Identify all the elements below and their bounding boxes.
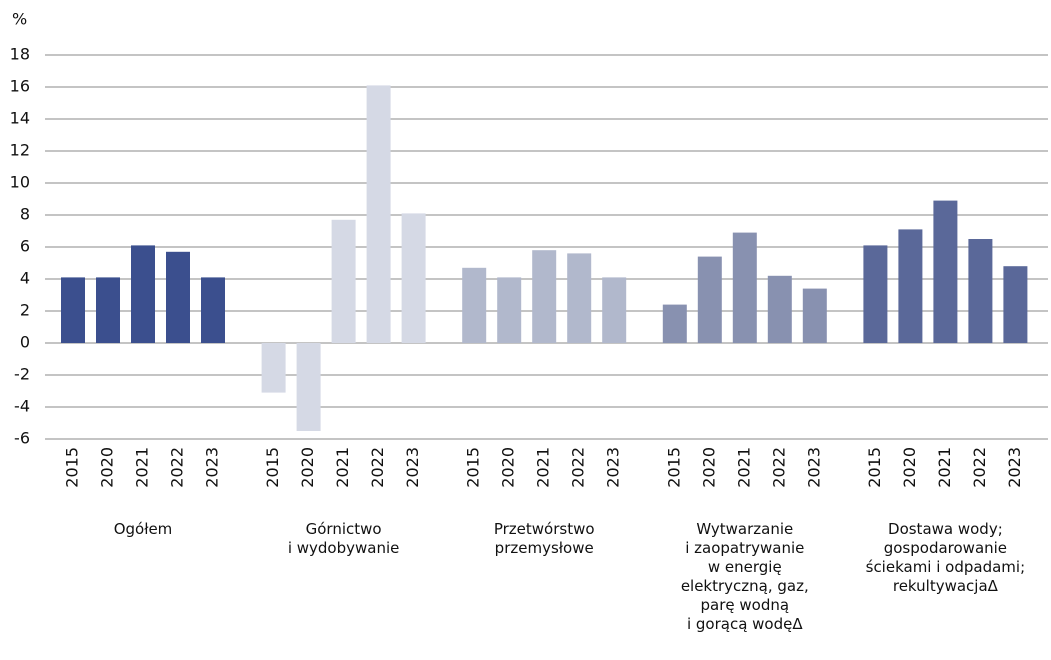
bar: [401, 213, 426, 343]
y-tick-label: 8: [20, 205, 30, 224]
bar: [131, 245, 155, 343]
x-tick-label: 2023: [203, 447, 222, 488]
y-tick-label: 14: [10, 109, 30, 128]
bar: [933, 200, 958, 343]
y-tick-label: 12: [10, 141, 30, 160]
x-tick-label: 2023: [403, 447, 422, 488]
x-tick-label: 2022: [769, 447, 788, 488]
y-tick-label: 0: [20, 333, 30, 352]
x-tick-label: 2015: [263, 447, 282, 488]
bar: [662, 304, 687, 343]
bar: [968, 239, 993, 343]
x-tick-label: 2015: [664, 447, 683, 488]
bar: [567, 253, 592, 343]
bar: [296, 343, 321, 431]
x-tick-label: 2015: [865, 447, 884, 488]
bar: [697, 256, 722, 343]
x-tick-label: 2020: [98, 447, 117, 488]
bar: [863, 245, 888, 343]
bar: [331, 219, 356, 343]
bar: [497, 277, 522, 343]
x-tick-label: 2022: [168, 447, 187, 488]
bar: [898, 229, 923, 343]
bar: [732, 232, 757, 343]
y-axis-label: %: [12, 10, 27, 29]
y-tick-label: 16: [10, 77, 30, 96]
x-tick-label: 2021: [534, 447, 553, 488]
group-label: Górnictwo i wydobywanie: [287, 520, 400, 557]
y-tick-label: 2: [20, 301, 30, 320]
bar: [1003, 266, 1028, 343]
x-tick-label: 2020: [900, 447, 919, 488]
bar: [767, 275, 792, 343]
bar: [166, 251, 190, 343]
x-tick-label: 2023: [804, 447, 823, 488]
y-tick-label: 10: [10, 173, 30, 192]
bar: [96, 277, 120, 343]
bar: [802, 288, 827, 343]
x-tick-label: 2015: [63, 447, 82, 488]
x-tick-label: 2022: [970, 447, 989, 488]
x-tick-label: 2021: [333, 447, 352, 488]
y-tick-label: -2: [14, 365, 30, 384]
bar: [462, 267, 487, 343]
x-tick-label: 2021: [935, 447, 954, 488]
x-tick-label: 2015: [464, 447, 483, 488]
x-tick-label: 2021: [734, 447, 753, 488]
group-label: Przetwórstwo przemysłowe: [493, 520, 595, 557]
x-tick-label: 2023: [1005, 447, 1024, 488]
y-tick-label: -6: [14, 429, 30, 448]
x-tick-label: 2020: [298, 447, 317, 488]
y-tick-label: -4: [14, 397, 30, 416]
x-tick-label: 2023: [604, 447, 623, 488]
x-tick-label: 2020: [499, 447, 518, 488]
x-tick-label: 2022: [368, 447, 387, 488]
x-tick-label: 2022: [569, 447, 588, 488]
group-label: Dostawa wody; gospodarowanie ściekami i …: [865, 520, 1026, 595]
x-tick-label: 2020: [699, 447, 718, 488]
bar: [261, 343, 286, 393]
y-tick-label: 4: [20, 269, 30, 288]
bar: [602, 277, 627, 343]
bar: [61, 277, 85, 343]
y-tick-label: 18: [10, 45, 30, 64]
bar: [201, 277, 225, 343]
bar: [366, 85, 391, 344]
group-label: Wytwarzanie i zaopatrywanie w energię el…: [680, 520, 809, 633]
bar: [532, 250, 557, 343]
y-tick-label: 6: [20, 237, 30, 256]
group-label: Ogółem: [113, 520, 173, 538]
x-tick-label: 2021: [133, 447, 152, 488]
